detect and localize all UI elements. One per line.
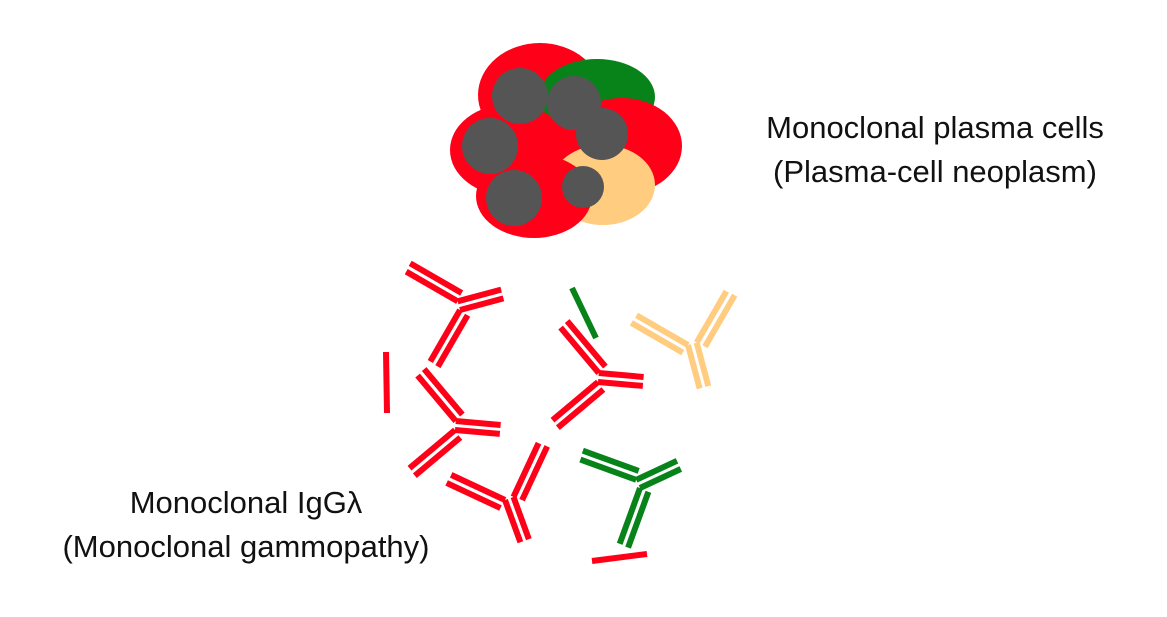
cell-nucleus bbox=[462, 118, 518, 174]
fragment-red bbox=[591, 551, 648, 564]
plasma-cells-label: Monoclonal plasma cells (Plasma-cell neo… bbox=[700, 106, 1167, 194]
fragment-red bbox=[383, 351, 390, 414]
fragment-green bbox=[569, 286, 599, 340]
antibody-red bbox=[409, 369, 505, 483]
plasma-cells-label-line2: (Plasma-cell neoplasm) bbox=[773, 154, 1097, 189]
plasma-cell-cluster bbox=[450, 43, 682, 238]
cell-nucleus bbox=[492, 68, 548, 124]
plasma-cells-label-line1: Monoclonal plasma cells bbox=[766, 110, 1104, 145]
antibody-orange bbox=[630, 289, 756, 401]
cell-nucleus bbox=[576, 108, 628, 160]
antibody-red bbox=[404, 242, 516, 368]
antibody-green bbox=[577, 416, 701, 550]
cell-nucleus bbox=[562, 166, 604, 208]
immunoglobulin-label: Monoclonal IgGλ (Monoclonal gammopathy) bbox=[0, 481, 492, 569]
immunoglobulin-label-line2: (Monoclonal gammopathy) bbox=[62, 529, 430, 564]
free-chain-fragments bbox=[383, 286, 648, 564]
immunoglobulin-label-line1: Monoclonal IgGλ bbox=[129, 485, 363, 520]
cell-nucleus bbox=[486, 170, 542, 226]
antibody-red bbox=[552, 321, 648, 435]
